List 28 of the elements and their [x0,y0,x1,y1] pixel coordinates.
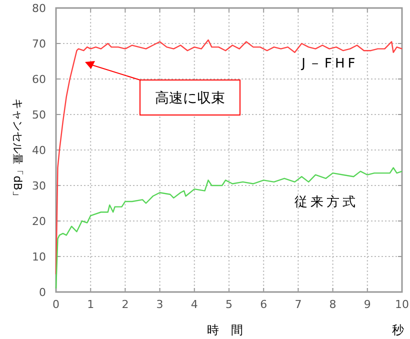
x-tick-label: 1 [87,298,94,311]
x-axis-title: 時 間 [207,323,243,337]
y-tick-label: 50 [32,108,46,122]
x-tick-label: 9 [364,298,371,311]
y-tick-label: 70 [32,38,46,50]
x-tick-label: 5 [226,298,232,311]
series-label: 従来方式 [294,194,359,210]
x-tick-label: 4 [190,298,198,311]
series-label: J－FHF [300,56,358,72]
y-tick-label: 10 [32,250,46,264]
y-axis-title: キャンセル量「dB」 [11,98,24,202]
y-tick-label: 20 [32,215,46,228]
line-series [55,39,403,275]
y-tick-label: 80 [32,2,46,15]
y-tick-label: 60 [32,73,46,86]
x-tick-label: 2 [122,298,129,311]
y-tick-label: 0 [39,286,46,299]
x-tick-label: 10 [395,298,409,311]
y-tick-label: 30 [32,180,46,192]
x-tick-label: 0 [52,298,60,311]
line-series [55,167,403,290]
x-tick-label: 6 [260,298,268,311]
x-tick-label: 3 [156,298,164,311]
x-tick-label: 7 [294,298,302,311]
text: 秒 [392,323,404,337]
annotation: 高速に収束 [155,90,225,106]
y-tick-label: 40 [32,144,46,157]
x-tick-label: 8 [329,298,336,311]
